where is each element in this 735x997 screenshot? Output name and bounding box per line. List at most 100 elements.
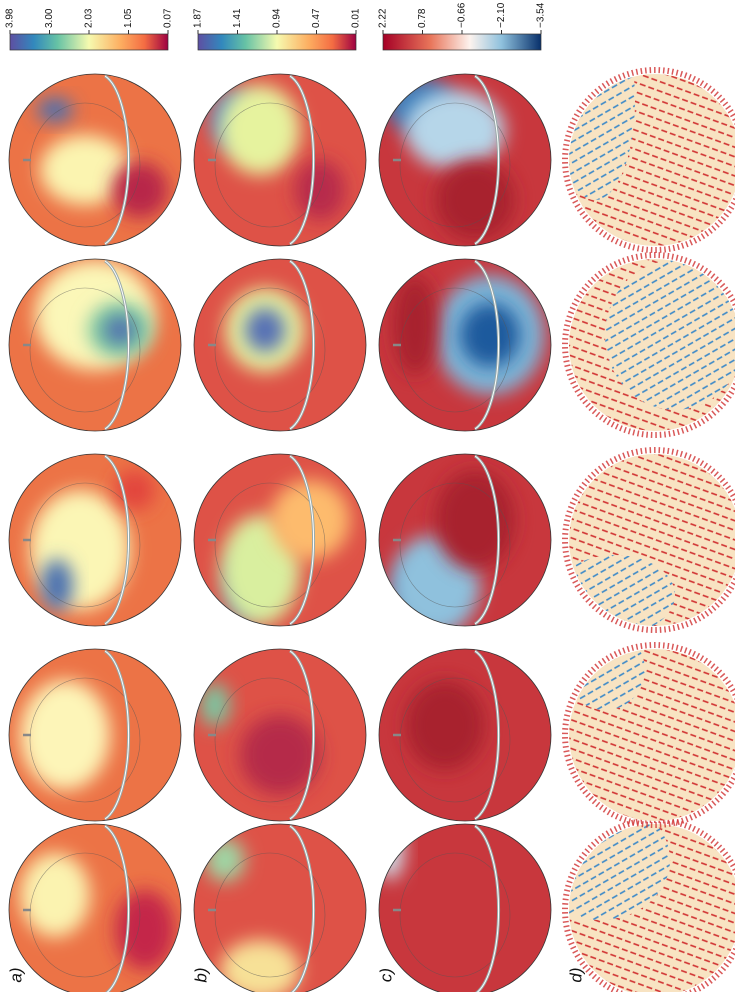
- sphere-map: [193, 453, 367, 627]
- contour: [29, 102, 141, 228]
- sphere-map: [193, 648, 367, 822]
- map-blob: [245, 308, 285, 352]
- colorbar-tick-label: 2.03: [84, 8, 95, 28]
- equator-inner: [104, 260, 130, 430]
- colorbar-tick-label: 2.22: [378, 8, 389, 28]
- vector-field: [569, 454, 735, 626]
- blue-vectors: [569, 649, 645, 710]
- panel-label: d): [566, 967, 585, 982]
- colorbar-tick-label: 1.41: [232, 8, 243, 28]
- sphere-map: [378, 823, 552, 997]
- map-blob: [435, 160, 515, 240]
- sphere-map: [378, 258, 552, 432]
- vector-halo: [562, 447, 735, 633]
- map-blob: [112, 162, 168, 218]
- panel-label: c): [376, 968, 395, 982]
- sphere-outline: [378, 453, 552, 627]
- vector-halo: [562, 67, 735, 253]
- sphere-features: [210, 85, 345, 228]
- map-blob: [37, 98, 73, 122]
- panel-label: b): [191, 967, 210, 982]
- equator-inner: [104, 455, 130, 625]
- contour: [399, 102, 511, 228]
- vector-field: [569, 74, 735, 246]
- blue-vectors: [569, 74, 635, 200]
- panel-label: a): [6, 967, 25, 982]
- map-blob: [20, 680, 110, 790]
- sphere-map: [193, 823, 367, 997]
- map-blob: [393, 275, 437, 375]
- blue-vectors: [569, 555, 675, 626]
- equator-inner: [289, 455, 315, 625]
- colorbar: [197, 33, 357, 51]
- vector-field: [569, 259, 735, 431]
- sphere-outline: [193, 453, 367, 627]
- contour: [399, 852, 511, 978]
- colorbar-tick-label: 0.47: [311, 8, 322, 28]
- map-blob: [240, 715, 320, 795]
- colorbar-tick-label: 0.78: [417, 8, 428, 28]
- colorbar-tick-label: 1.05: [123, 8, 134, 28]
- map-blob: [405, 90, 505, 170]
- contour: [214, 852, 326, 978]
- sphere-base: [379, 824, 551, 996]
- contour: [29, 287, 141, 413]
- equator-inner: [474, 75, 500, 245]
- equator-inner: [104, 825, 130, 995]
- colorbar-tick-label: 0.01: [351, 8, 362, 28]
- equator-inner: [289, 75, 315, 245]
- sphere-outline: [378, 258, 552, 432]
- sphere-features: [200, 677, 326, 803]
- sphere-map: [8, 648, 182, 822]
- equator-inner: [474, 650, 500, 820]
- map-blob: [435, 470, 515, 570]
- equator-inner: [474, 825, 500, 995]
- colorbar-tick-label: −0.66: [457, 2, 468, 28]
- contour: [29, 852, 141, 978]
- map-blob: [105, 316, 135, 344]
- sphere-map: [193, 258, 367, 432]
- contour: [29, 482, 141, 608]
- sphere-features: [385, 77, 515, 240]
- sphere-outline: [193, 73, 367, 247]
- vector-halo: [562, 642, 735, 828]
- sphere-map: [193, 73, 367, 247]
- contour: [214, 287, 326, 413]
- sphere-outline: [193, 258, 367, 432]
- contour: [214, 677, 326, 803]
- map-blob: [20, 853, 90, 937]
- map-blob: [115, 470, 155, 510]
- sphere-features: [29, 98, 168, 228]
- map-blob: [205, 838, 245, 882]
- vector-field: [569, 824, 735, 996]
- map-blob: [220, 940, 300, 996]
- equator-inner: [104, 650, 130, 820]
- sphere-outline: [193, 648, 367, 822]
- map-blob: [379, 824, 404, 880]
- colorbar-tick-label: 1.87: [193, 8, 204, 28]
- sphere-map: [8, 453, 182, 627]
- sphere-map: [562, 67, 735, 253]
- sphere-map: [562, 817, 735, 997]
- sphere-map: [378, 73, 552, 247]
- contour: [29, 677, 141, 803]
- equator-inner: [289, 260, 315, 430]
- sphere-map: [8, 73, 182, 247]
- map-blob: [40, 135, 130, 205]
- colorbar-tick-label: 3.00: [44, 8, 55, 28]
- blue-vectors: [569, 824, 670, 920]
- colorbar-tick-label: 0.94: [272, 8, 283, 28]
- vector-halo: [562, 252, 735, 438]
- equator-inner: [289, 650, 315, 820]
- sphere-map: [378, 453, 552, 627]
- map-blob: [295, 160, 345, 220]
- sphere-map: [562, 252, 735, 438]
- contour: [214, 482, 326, 608]
- sphere-features: [214, 480, 350, 625]
- sphere-features: [393, 275, 545, 413]
- equator-inner: [104, 75, 130, 245]
- colorbar: [382, 33, 542, 51]
- sphere-outline: [8, 648, 182, 822]
- map-blob: [270, 480, 350, 560]
